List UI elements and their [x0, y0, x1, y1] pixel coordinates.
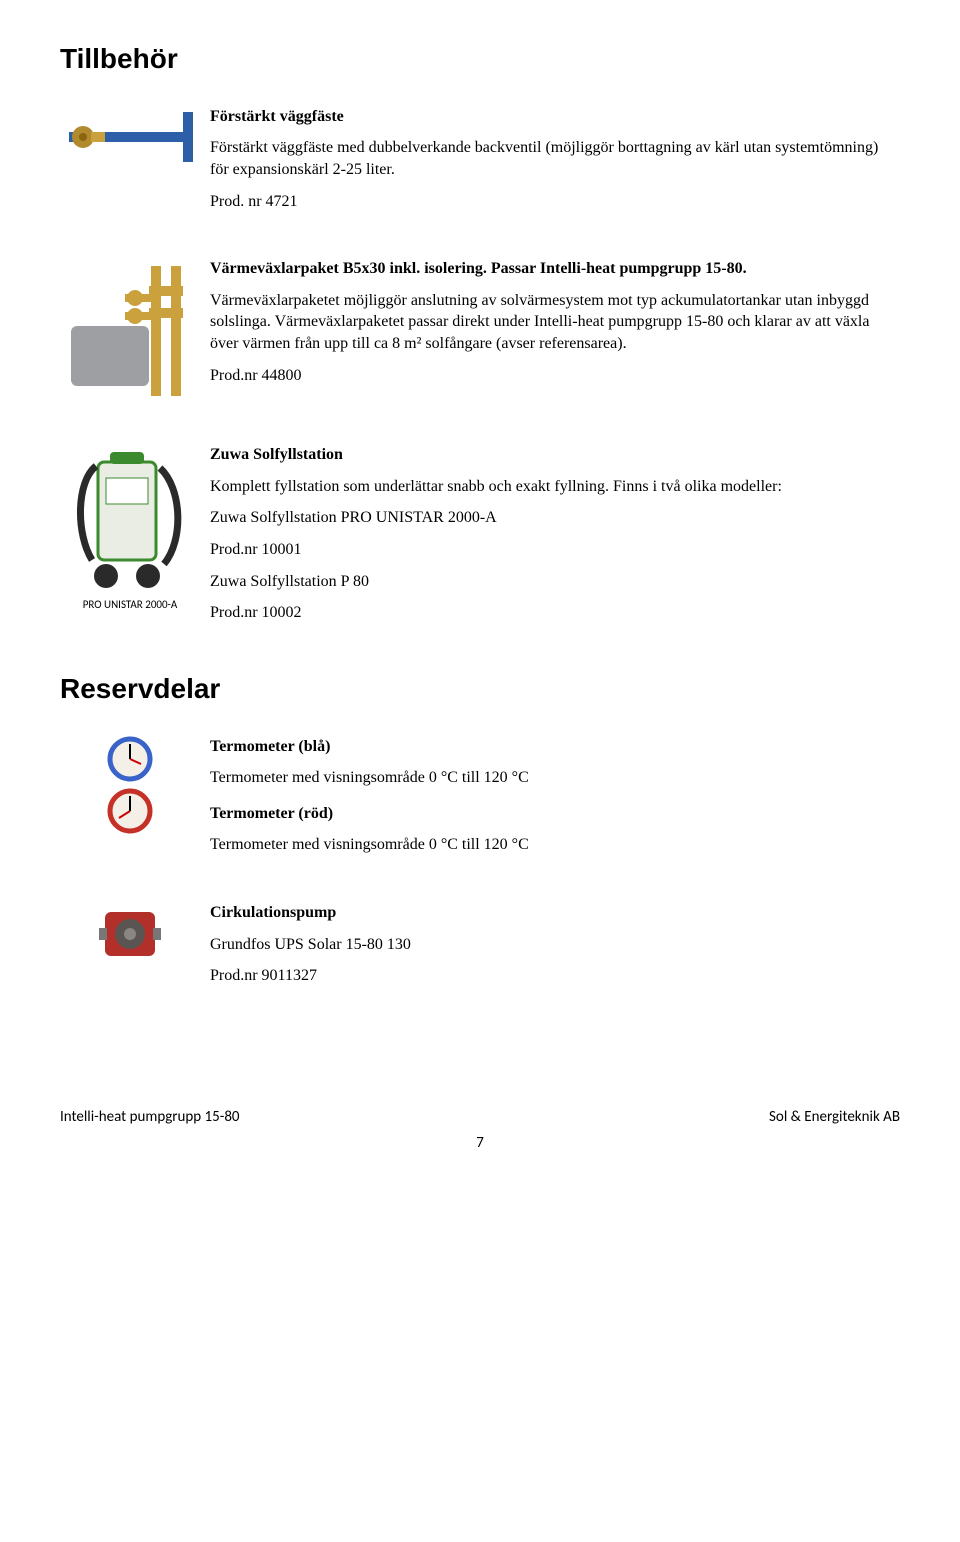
image-pump — [60, 902, 200, 966]
page-footer: Intelli-heat pumpgrupp 15-80 Sol & Energ… — [60, 1107, 900, 1127]
zuwa-prod2: Prod.nr 10002 — [210, 602, 900, 624]
image-bracket — [60, 106, 200, 166]
heatexchanger-body: Värmeväxlarpaketet möjliggör anslutning … — [210, 290, 900, 355]
image-heatexchanger — [60, 258, 200, 408]
zuwa-icon — [70, 444, 190, 594]
thermo-blue-title: Termometer (blå) — [210, 736, 900, 758]
footer-left: Intelli-heat pumpgrupp 15-80 — [60, 1107, 240, 1127]
zuwa-title: Zuwa Solfyllstation — [210, 444, 900, 466]
section-heading-reservdelar: Reservdelar — [60, 670, 900, 708]
bracket-body: Förstärkt väggfäste med dubbelverkande b… — [210, 137, 900, 180]
pump-prod: Prod.nr 9011327 — [210, 965, 900, 987]
zuwa-body: Komplett fyllstation som underlättar sna… — [210, 476, 900, 498]
section-heading-tillbehor: Tillbehör — [60, 40, 900, 78]
pump-icon — [95, 902, 165, 966]
heatexchanger-title: Värmeväxlarpaket B5x30 inkl. isolering. … — [210, 258, 900, 280]
bracket-icon — [65, 106, 195, 166]
image-zuwa: PRO UNISTAR 2000-A — [60, 444, 200, 613]
accessory-row-zuwa: PRO UNISTAR 2000-A Zuwa Solfyllstation K… — [60, 444, 900, 634]
spare-row-thermometers: Termometer (blå) Termometer med visnings… — [60, 736, 900, 866]
pump-title: Cirkulationspump — [210, 902, 900, 924]
thermo-red-body: Termometer med visningsområde 0 °C till … — [210, 834, 900, 856]
heatexchanger-icon — [65, 258, 195, 408]
thermo-red-title: Termometer (röd) — [210, 803, 900, 825]
zuwa-prod1: Prod.nr 10001 — [210, 539, 900, 561]
thermometer-blue-icon — [107, 736, 153, 782]
page-number: 7 — [60, 1133, 900, 1153]
pump-body: Grundfos UPS Solar 15-80 130 — [210, 934, 900, 956]
bracket-prod: Prod. nr 4721 — [210, 191, 900, 213]
footer-right: Sol & Energiteknik AB — [769, 1107, 900, 1127]
accessory-row-bracket: Förstärkt väggfäste Förstärkt väggfäste … — [60, 106, 900, 222]
spare-row-pump: Cirkulationspump Grundfos UPS Solar 15-8… — [60, 902, 900, 997]
heatexchanger-prod: Prod.nr 44800 — [210, 365, 900, 387]
bracket-title: Förstärkt väggfäste — [210, 106, 900, 128]
accessory-row-heatexchanger: Värmeväxlarpaket B5x30 inkl. isolering. … — [60, 258, 900, 408]
thermometer-red-icon — [107, 788, 153, 834]
zuwa-line1: Zuwa Solfyllstation PRO UNISTAR 2000-A — [210, 507, 900, 529]
zuwa-line2: Zuwa Solfyllstation P 80 — [210, 571, 900, 593]
thermo-blue-body: Termometer med visningsområde 0 °C till … — [210, 767, 900, 789]
image-thermometers — [60, 736, 200, 840]
zuwa-caption: PRO UNISTAR 2000-A — [83, 598, 178, 613]
